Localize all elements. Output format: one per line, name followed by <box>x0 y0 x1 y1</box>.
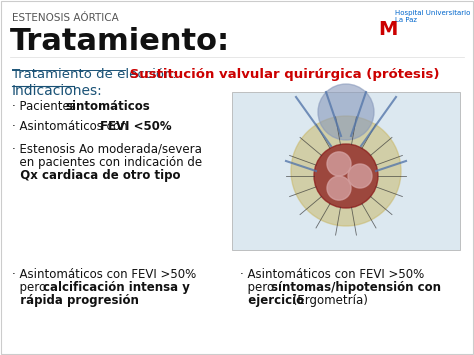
Text: ejercicio: ejercicio <box>240 294 304 307</box>
Text: pero: pero <box>240 281 278 294</box>
Text: FEVI <50%: FEVI <50% <box>100 120 172 133</box>
Text: Tratamiento:: Tratamiento: <box>10 27 230 56</box>
Circle shape <box>327 176 351 200</box>
Text: rápida progresión: rápida progresión <box>12 294 139 307</box>
Text: · Asintomáticos con: · Asintomáticos con <box>12 120 131 133</box>
Circle shape <box>291 116 401 226</box>
Circle shape <box>318 84 374 140</box>
FancyBboxPatch shape <box>232 92 460 250</box>
Text: pero: pero <box>12 281 50 294</box>
Text: · Asintomáticos con FEVI >50%: · Asintomáticos con FEVI >50% <box>12 268 196 281</box>
Text: sintomáticos: sintomáticos <box>65 100 150 113</box>
Text: (Ergometría): (Ergometría) <box>289 294 367 307</box>
Text: · Pacientes: · Pacientes <box>12 100 80 113</box>
Circle shape <box>327 152 351 176</box>
Text: M: M <box>378 20 397 39</box>
Text: Sustitución valvular quirúrgica (prótesis): Sustitución valvular quirúrgica (prótesi… <box>125 68 440 81</box>
Text: Qx cardiaca de otro tipo: Qx cardiaca de otro tipo <box>12 169 181 182</box>
Text: ESTENOSIS AÓRTICA: ESTENOSIS AÓRTICA <box>12 13 119 23</box>
Text: Hospital Universitario
La Paz: Hospital Universitario La Paz <box>395 10 470 23</box>
Text: · Estenosis Ao moderada/severa: · Estenosis Ao moderada/severa <box>12 143 202 156</box>
Text: síntomas/hipotensión con: síntomas/hipotensión con <box>271 281 441 294</box>
Text: Tratamiento de elección:: Tratamiento de elección: <box>12 68 177 81</box>
Text: en pacientes con indicación de: en pacientes con indicación de <box>12 156 202 169</box>
Text: calcificación intensa y: calcificación intensa y <box>43 281 190 294</box>
Circle shape <box>314 144 378 208</box>
Text: · Asintomáticos con FEVI >50%: · Asintomáticos con FEVI >50% <box>240 268 424 281</box>
Circle shape <box>348 164 372 188</box>
Text: Indicaciones:: Indicaciones: <box>12 84 103 98</box>
